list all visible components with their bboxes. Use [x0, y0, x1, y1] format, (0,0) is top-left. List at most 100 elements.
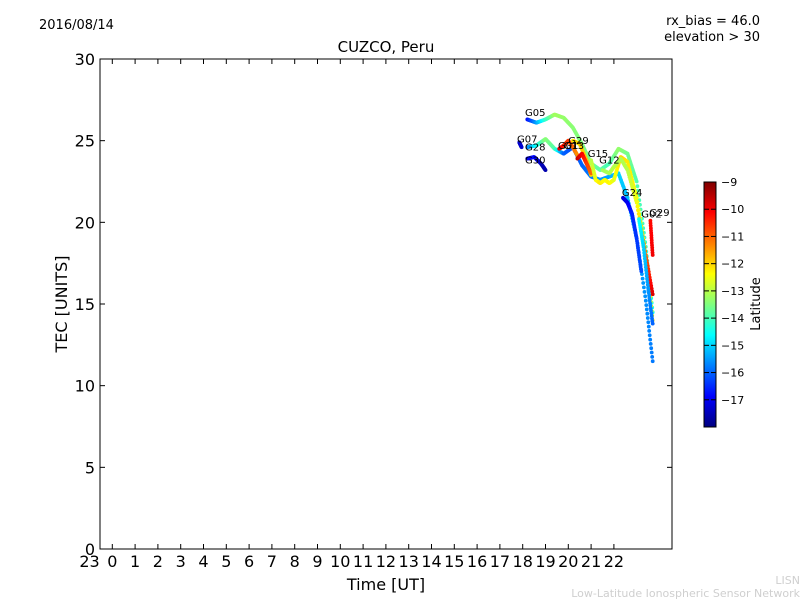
data-point: [636, 208, 640, 213]
x-tick-label: 16: [467, 552, 487, 571]
data-point: [648, 342, 653, 346]
colorbar-tick-label: −13: [721, 285, 744, 298]
data-point: [641, 281, 646, 285]
data-point: [643, 262, 648, 267]
x-tick-label: 22: [604, 552, 624, 571]
satellite-label: G02: [641, 209, 661, 220]
credit-block: LISN Low-Latitude Ionospheric Sensor Net…: [571, 574, 800, 600]
data-point: [650, 355, 655, 359]
y-tick-label: 5: [85, 458, 95, 477]
data-point: [650, 321, 655, 326]
elevation-label: elevation > 30: [664, 30, 760, 45]
data-point: [645, 279, 650, 284]
colorbar-tick-label: −16: [721, 367, 744, 380]
x-tick-label: 21: [581, 552, 601, 571]
x-tick-label: 7: [267, 552, 277, 571]
x-tick-label: 9: [312, 552, 322, 571]
satellite-label: G05: [525, 108, 545, 119]
plot-frame: [99, 58, 673, 550]
data-point: [625, 195, 630, 200]
data-point: [648, 278, 653, 283]
colorbar-tick-label: −10: [721, 203, 744, 216]
satellite-label: G24: [622, 188, 642, 199]
data-point: [642, 253, 647, 258]
data-point: [634, 200, 639, 205]
x-tick-label: 12: [376, 552, 396, 571]
data-point: [650, 292, 655, 297]
y-tick-label: 20: [75, 213, 95, 232]
data-point: [645, 311, 650, 316]
data-point: [650, 359, 655, 364]
x-tick-label: 0: [107, 552, 117, 571]
colorbar-tick-label: −11: [721, 230, 744, 243]
data-point: [645, 316, 650, 320]
data-point: [636, 212, 641, 216]
data-point: [647, 333, 652, 338]
satellite-label: G12: [599, 156, 619, 167]
x-tick-label: 3: [176, 552, 186, 571]
colorbar-tick-label: −14: [721, 312, 744, 325]
data-point: [646, 320, 651, 325]
y-tick-label: 10: [75, 377, 95, 396]
x-tick-label: 8: [290, 552, 300, 571]
satellite-label: G15: [588, 149, 608, 160]
data-point: [642, 256, 647, 261]
data-point: [644, 271, 649, 275]
series-g07: [517, 140, 524, 150]
data-point: [642, 290, 647, 294]
data-point: [636, 188, 640, 193]
x-tick-label: 1: [130, 552, 140, 571]
data-point: [644, 303, 649, 307]
colorbar-tick-label: −12: [721, 258, 744, 271]
data-point: [649, 346, 654, 351]
date-label: 2016/08/14: [39, 18, 114, 33]
data-point: [645, 282, 650, 287]
data-point: [642, 250, 647, 255]
satellite-label: G29: [649, 208, 669, 219]
data-point: [644, 274, 649, 278]
chart-title: CUZCO, Peru: [338, 38, 435, 56]
data-point: [648, 281, 653, 285]
x-axis-label: Time [UT]: [346, 575, 425, 594]
data-point: [643, 294, 648, 299]
x-tick-label: 15: [444, 552, 464, 571]
credit-full: Low-Latitude Ionospheric Sensor Network: [571, 587, 800, 600]
data-point: [634, 179, 639, 184]
data-point: [644, 307, 649, 312]
rx-bias-label: rx_bias = 46.0: [666, 14, 760, 29]
data-point: [649, 283, 654, 288]
data-point: [635, 204, 640, 209]
colorbar-gradient: [703, 181, 717, 428]
x-tick-label: 13: [399, 552, 419, 571]
meta-block: rx_bias = 46.0 elevation > 30: [664, 14, 760, 46]
x-tick-label: 2: [153, 552, 163, 571]
y-tick-label: 15: [75, 295, 95, 314]
y-axis-ticks: 0 5 10 15 20 25 30: [75, 50, 672, 559]
y-tick-label: 0: [85, 540, 95, 559]
x-tick-label: 19: [535, 552, 555, 571]
satellite-label: G28: [525, 143, 545, 154]
data-point: [543, 168, 548, 173]
colorbar-tick-label: −15: [721, 339, 744, 352]
data-point: [646, 324, 651, 329]
data-point: [645, 277, 649, 281]
data-point: [643, 298, 648, 303]
series-g01: [575, 151, 593, 176]
data-point: [648, 337, 653, 342]
colorbar: −9 −10 −11 −12 −13 −14 −15 −16 −17 Latitude: [703, 176, 764, 428]
data-point: [643, 265, 648, 270]
x-tick-label: 14: [421, 552, 441, 571]
colorbar-tick-label: −17: [721, 394, 744, 407]
satellite-label: G07: [517, 134, 537, 145]
data-point: [649, 350, 654, 355]
y-axis-label: TEC [UNITS]: [52, 256, 71, 354]
data-point: [519, 145, 524, 150]
data-point: [647, 329, 652, 333]
colorbar-tick-label: −9: [721, 176, 737, 189]
x-tick-label: 6: [244, 552, 254, 571]
satellite-label: G13: [564, 141, 584, 152]
data-marks: [517, 112, 655, 364]
data-point: [650, 253, 655, 257]
